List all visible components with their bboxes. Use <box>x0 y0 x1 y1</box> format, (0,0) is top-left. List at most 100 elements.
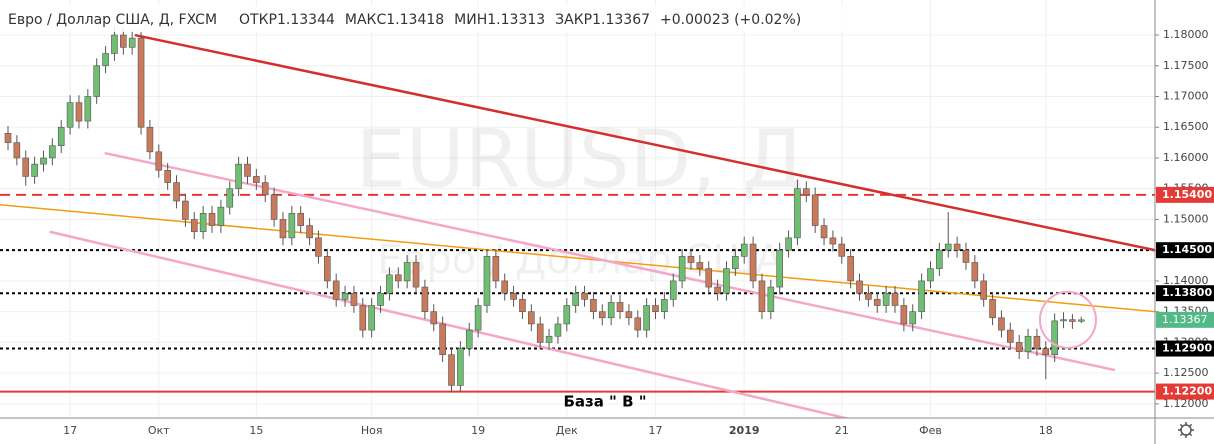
candle-body <box>137 37 145 128</box>
level-label-bg <box>1156 383 1214 400</box>
candle-body <box>306 225 313 239</box>
candle-body <box>669 280 677 300</box>
candle-body <box>865 292 872 300</box>
candle-body <box>838 243 846 257</box>
header: Евро / Доллар США, Д, FXCM ОТКР1.13344 МАК… <box>8 12 801 28</box>
candle-body <box>510 292 517 300</box>
candle-body <box>687 256 695 263</box>
candle-body <box>519 299 526 312</box>
candle-body <box>49 145 56 159</box>
candle-body <box>120 34 127 48</box>
candle-body <box>40 157 47 165</box>
x-tick-label: Фев <box>919 424 942 437</box>
candle-body <box>492 256 500 282</box>
candle-body <box>182 200 189 220</box>
x-tick-label: 2019 <box>729 424 760 437</box>
candle-body <box>146 126 154 153</box>
candle-body <box>199 213 207 233</box>
candle-body <box>465 329 473 349</box>
candle-body <box>13 142 21 159</box>
last-price-label: 1.13367 <box>1162 313 1208 326</box>
candle-body <box>678 256 686 282</box>
level-label-bg <box>1156 186 1214 203</box>
last-price-bg <box>1156 311 1214 328</box>
candle-body <box>57 126 65 146</box>
high-label: МАКС <box>345 12 387 28</box>
watermark-subtitle: Евро / Доллар США <box>377 237 783 283</box>
x-tick-label: 21 <box>835 424 849 437</box>
candle-body <box>998 317 1005 331</box>
candle-body <box>811 194 819 226</box>
y-tick-label: 1.16500 <box>1163 120 1209 133</box>
candle-body <box>173 182 180 202</box>
candle-body <box>1033 335 1041 349</box>
level-label: 1.13800 <box>1162 286 1212 299</box>
candle-body <box>421 286 429 312</box>
candle-body <box>226 188 234 208</box>
y-tick-label: 1.17000 <box>1163 90 1209 103</box>
candle-body <box>253 176 260 183</box>
level-label-bg <box>1156 242 1214 259</box>
candle-body <box>545 335 553 343</box>
candle-body <box>350 292 358 306</box>
candle-body <box>802 188 810 196</box>
candle-body <box>1024 335 1032 352</box>
candle-body <box>927 268 934 282</box>
candle-body <box>288 213 296 239</box>
candle-body <box>820 225 828 239</box>
candle-body <box>847 256 854 282</box>
y-tick-label: 1.17500 <box>1163 59 1209 72</box>
candle-body <box>536 323 544 343</box>
candle-body <box>882 292 890 306</box>
candle-body <box>989 299 996 319</box>
candle-body <box>652 305 659 312</box>
candle-body <box>891 292 899 306</box>
candle-body <box>696 262 704 269</box>
highlight-circle <box>1038 290 1097 349</box>
candle-body <box>377 292 384 306</box>
candle-body <box>483 256 491 306</box>
watermark: EURUSD, Д <box>356 113 805 206</box>
x-tick-label: Окт <box>148 424 170 437</box>
candle-body <box>394 274 402 282</box>
candle-body <box>1007 329 1014 343</box>
annotation: База " В " <box>563 393 646 411</box>
candle-body <box>794 188 801 239</box>
level-label: 1.14500 <box>1162 243 1212 256</box>
candle-body <box>909 311 917 325</box>
candle-body <box>22 157 30 177</box>
low-value: 1.13313 <box>487 12 545 28</box>
candle-body <box>75 102 83 122</box>
candle-body <box>767 286 775 312</box>
candle-body <box>297 213 305 226</box>
candle-body <box>244 163 251 177</box>
candle-body <box>944 243 952 251</box>
open-value: 1.13344 <box>277 12 335 28</box>
candle-body <box>900 305 908 325</box>
candle-body <box>1077 319 1085 322</box>
candle-body <box>128 37 136 48</box>
candle-body <box>705 268 713 288</box>
candle-body <box>643 305 650 331</box>
candle-body <box>155 151 163 171</box>
candle-body <box>164 169 171 183</box>
candle-body <box>359 305 367 331</box>
candle-body <box>554 323 562 337</box>
y-tick-label: 1.15000 <box>1163 212 1209 225</box>
candle-body <box>84 96 92 122</box>
candle-body <box>749 243 757 282</box>
candle-body <box>732 256 739 269</box>
candle-body <box>829 237 837 245</box>
candle-body <box>315 237 322 257</box>
trend-line <box>49 230 851 418</box>
y-tick-label: 1.14000 <box>1163 274 1209 287</box>
settings-icon[interactable] <box>1178 422 1194 438</box>
x-tick-label: Дек <box>556 424 578 437</box>
level-label: 1.15400 <box>1162 188 1212 201</box>
close-label: ЗАКР <box>555 12 592 28</box>
candle-body <box>474 305 482 331</box>
candle-body <box>953 243 961 251</box>
candle-body <box>261 182 269 196</box>
